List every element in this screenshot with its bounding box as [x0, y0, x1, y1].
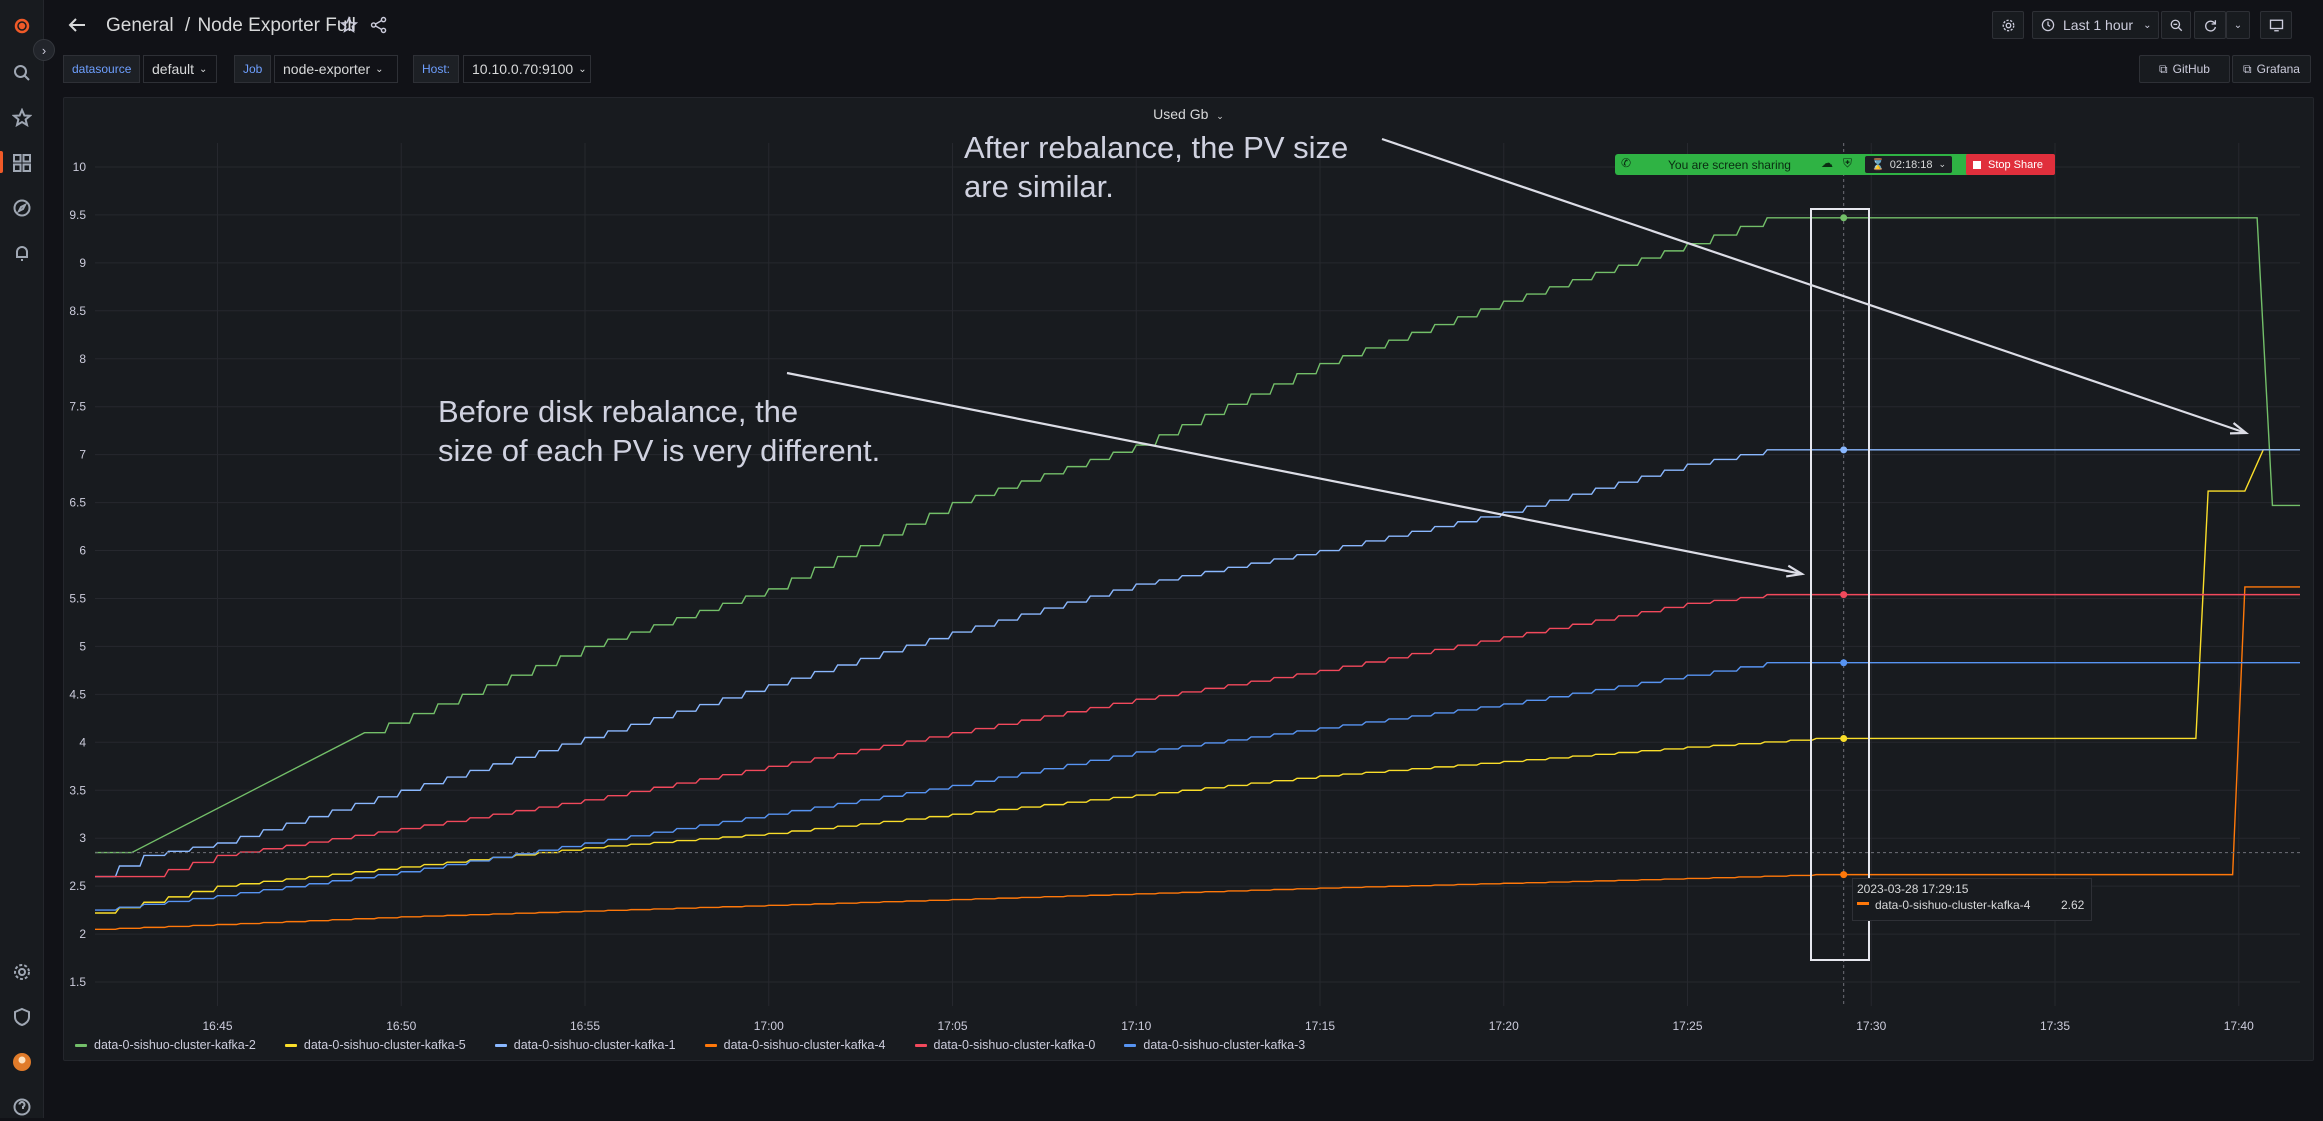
annotation-before-line1: Before disk rebalance, the: [438, 394, 799, 429]
legend-item[interactable]: data-0-sishuo-cluster-kafka-4: [704, 1037, 886, 1053]
github-link-label: GitHub: [2172, 62, 2210, 76]
chart-legend: data-0-sishuo-cluster-kafka-2 data-0-sish…: [75, 1037, 1334, 1053]
server-admin-shield-icon[interactable]: [8, 1003, 36, 1031]
starred-icon[interactable]: [8, 104, 36, 132]
stop-share-button[interactable]: Stop Share: [1966, 154, 2055, 175]
github-link-button[interactable]: ⧉ GitHub: [2139, 55, 2230, 83]
annotation-after-line2: are similar.: [964, 169, 1114, 204]
legend-swatch: [284, 1043, 297, 1047]
annotation-before-rebalance: Before disk rebalance, the size of each …: [438, 392, 880, 470]
var-value-datasource: default: [152, 61, 195, 77]
stop-square-icon: [1973, 160, 1981, 169]
chevron-down-icon: ⌄: [2143, 19, 2152, 31]
sidebar-expand-chevron-icon[interactable]: ›: [33, 39, 55, 61]
chevron-down-icon: ⌄: [375, 63, 384, 75]
legend-label: data-0-sishuo-cluster-kafka-0: [933, 1038, 1096, 1052]
legend-label: data-0-sishuo-cluster-kafka-2: [94, 1038, 256, 1052]
phone-icon: ✆: [1621, 156, 1632, 170]
legend-item[interactable]: data-0-sishuo-cluster-kafka-1: [494, 1037, 676, 1053]
tooltip-value: 2.62: [2061, 898, 2085, 912]
panel-title-wrap[interactable]: Used Gb ⌄: [64, 106, 2313, 122]
tooltip-series-swatch: [1857, 902, 1869, 905]
breadcrumb-folder[interactable]: General: [106, 15, 174, 36]
time-range-picker[interactable]: Last 1 hour ⌄: [2032, 11, 2159, 39]
time-range-label: Last 1 hour: [2063, 17, 2134, 33]
external-link-icon: ⧉: [2243, 61, 2252, 76]
cloud-icon: ☁: [1821, 156, 1833, 170]
top-navbar: General / Node Exporter Full Last 1 hour…: [44, 0, 2323, 52]
chevron-down-icon: ⌄: [199, 63, 208, 75]
back-arrow-icon[interactable]: [66, 14, 88, 36]
legend-swatch: [704, 1043, 717, 1047]
share-timer-value: 02:18:18: [1889, 158, 1933, 171]
explore-icon[interactable]: [8, 194, 36, 222]
share-icon[interactable]: [370, 16, 390, 36]
legend-swatch: [1124, 1043, 1137, 1047]
annotation-after-line1: After rebalance, the PV size: [964, 130, 1349, 165]
legend-swatch: [494, 1043, 507, 1047]
page-title: General / Node Exporter Full: [106, 15, 356, 37]
legend-label: data-0-sishuo-cluster-kafka-3: [1143, 1038, 1306, 1052]
dashboard-settings-gear-icon[interactable]: [1992, 11, 2024, 39]
chevron-down-icon: ⌄: [1938, 159, 1947, 169]
dashboards-icon[interactable]: [8, 149, 36, 177]
shield-check-icon: ⛨: [1843, 156, 1853, 170]
var-label-job: Job: [234, 55, 272, 83]
refresh-interval-chevron-icon[interactable]: ⌄: [2226, 11, 2250, 39]
var-select-job[interactable]: node-exporter ⌄: [274, 55, 398, 83]
grafana-logo-icon[interactable]: [8, 12, 36, 40]
star-favorite-icon[interactable]: [339, 15, 360, 36]
screen-share-bar: ✆ You are screen sharing ☁ ⛨ ⌛ 02:18:18 …: [1615, 154, 2055, 175]
var-label-host: Host:: [413, 55, 460, 83]
var-value-job: node-exporter: [283, 61, 371, 77]
external-link-icon: ⧉: [2159, 61, 2168, 76]
tooltip-time: 2023-03-28 17:29:15: [1857, 882, 1969, 896]
legend-swatch: [914, 1043, 927, 1047]
var-value-host: 10.10.0.70:9100: [472, 61, 574, 77]
legend-item[interactable]: data-0-sishuo-cluster-kafka-3: [1124, 1037, 1305, 1053]
grafana-link-label: Grafana: [2256, 62, 2300, 76]
dashboard-title[interactable]: Node Exporter Full: [197, 15, 356, 36]
legend-item[interactable]: data-0-sishuo-cluster-kafka-5: [284, 1037, 466, 1053]
grafana-link-button[interactable]: ⧉ Grafana: [2232, 55, 2311, 83]
breadcrumb-separator: /: [184, 15, 191, 36]
panel-title: Used Gb: [1153, 106, 1209, 122]
var-label-datasource: datasource: [63, 55, 141, 83]
sidebar: [0, 0, 44, 1118]
annotation-after-rebalance: After rebalance, the PV size are similar…: [964, 128, 1348, 206]
stop-share-label: Stop Share: [1988, 158, 2044, 171]
var-select-datasource[interactable]: default ⌄: [143, 55, 217, 83]
zoom-out-icon[interactable]: [2161, 11, 2191, 39]
legend-label: data-0-sishuo-cluster-kafka-5: [303, 1038, 466, 1052]
var-select-host[interactable]: 10.10.0.70:9100 ⌄: [463, 55, 591, 83]
screen-share-text: You are screen sharing: [1668, 158, 1791, 172]
hourglass-icon: ⌛: [1871, 159, 1885, 171]
chevron-down-icon: ⌄: [1216, 111, 1224, 121]
annotation-before-line2: size of each PV is very different.: [438, 433, 881, 468]
hover-tooltip: 2023-03-28 17:29:15 data-0-sishuo-cluste…: [1852, 878, 2092, 921]
user-avatar[interactable]: [8, 1048, 36, 1076]
clock-icon: [2041, 18, 2055, 32]
legend-label: data-0-sishuo-cluster-kafka-4: [723, 1038, 886, 1052]
alerting-bell-icon[interactable]: [8, 239, 36, 267]
tooltip-series-name: data-0-sishuo-cluster-kafka-4: [1875, 898, 2031, 912]
share-timer[interactable]: ⌛ 02:18:18 ⌄: [1865, 156, 1952, 173]
refresh-icon[interactable]: [2194, 11, 2226, 39]
active-indicator: [0, 151, 3, 173]
help-icon[interactable]: [8, 1093, 36, 1121]
legend-item[interactable]: data-0-sishuo-cluster-kafka-0: [914, 1037, 1096, 1053]
settings-gear-icon[interactable]: [8, 958, 36, 986]
legend-label: data-0-sishuo-cluster-kafka-1: [513, 1038, 676, 1052]
legend-item[interactable]: data-0-sishuo-cluster-kafka-2: [75, 1037, 256, 1053]
chevron-down-icon: ⌄: [578, 63, 587, 75]
tv-mode-monitor-icon[interactable]: [2260, 11, 2292, 39]
search-icon[interactable]: [8, 59, 36, 87]
legend-swatch: [75, 1043, 87, 1047]
